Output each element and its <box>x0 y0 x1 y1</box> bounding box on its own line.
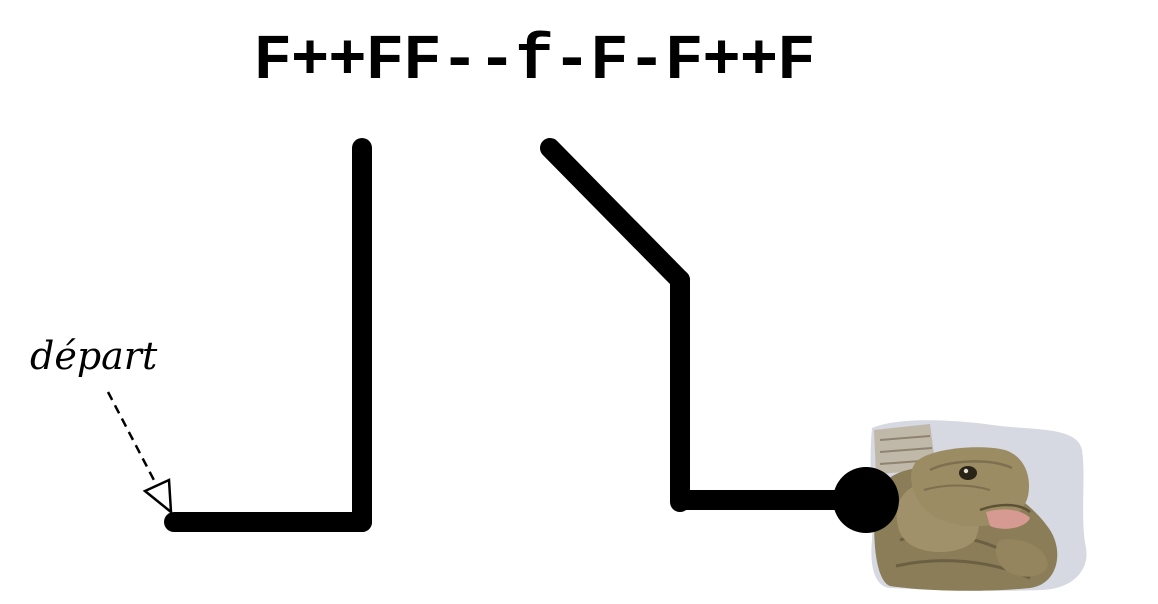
command-string: F++FF--f-F-F++F <box>253 26 815 98</box>
turtle-leg <box>995 539 1048 577</box>
start-arrow <box>106 391 173 515</box>
path-segment-group-1 <box>164 138 372 532</box>
turtle-eye <box>959 466 977 480</box>
turtle-tongue <box>986 509 1030 529</box>
segment-forward-4 <box>540 138 690 290</box>
turtle-photo-icon <box>870 420 1087 591</box>
start-arrow-dashed-line <box>106 391 158 485</box>
turtle-position-marker <box>833 467 899 533</box>
start-label: départ <box>30 334 158 378</box>
start-arrow-head-icon <box>142 478 173 515</box>
path-segment-group-2 <box>540 138 876 512</box>
